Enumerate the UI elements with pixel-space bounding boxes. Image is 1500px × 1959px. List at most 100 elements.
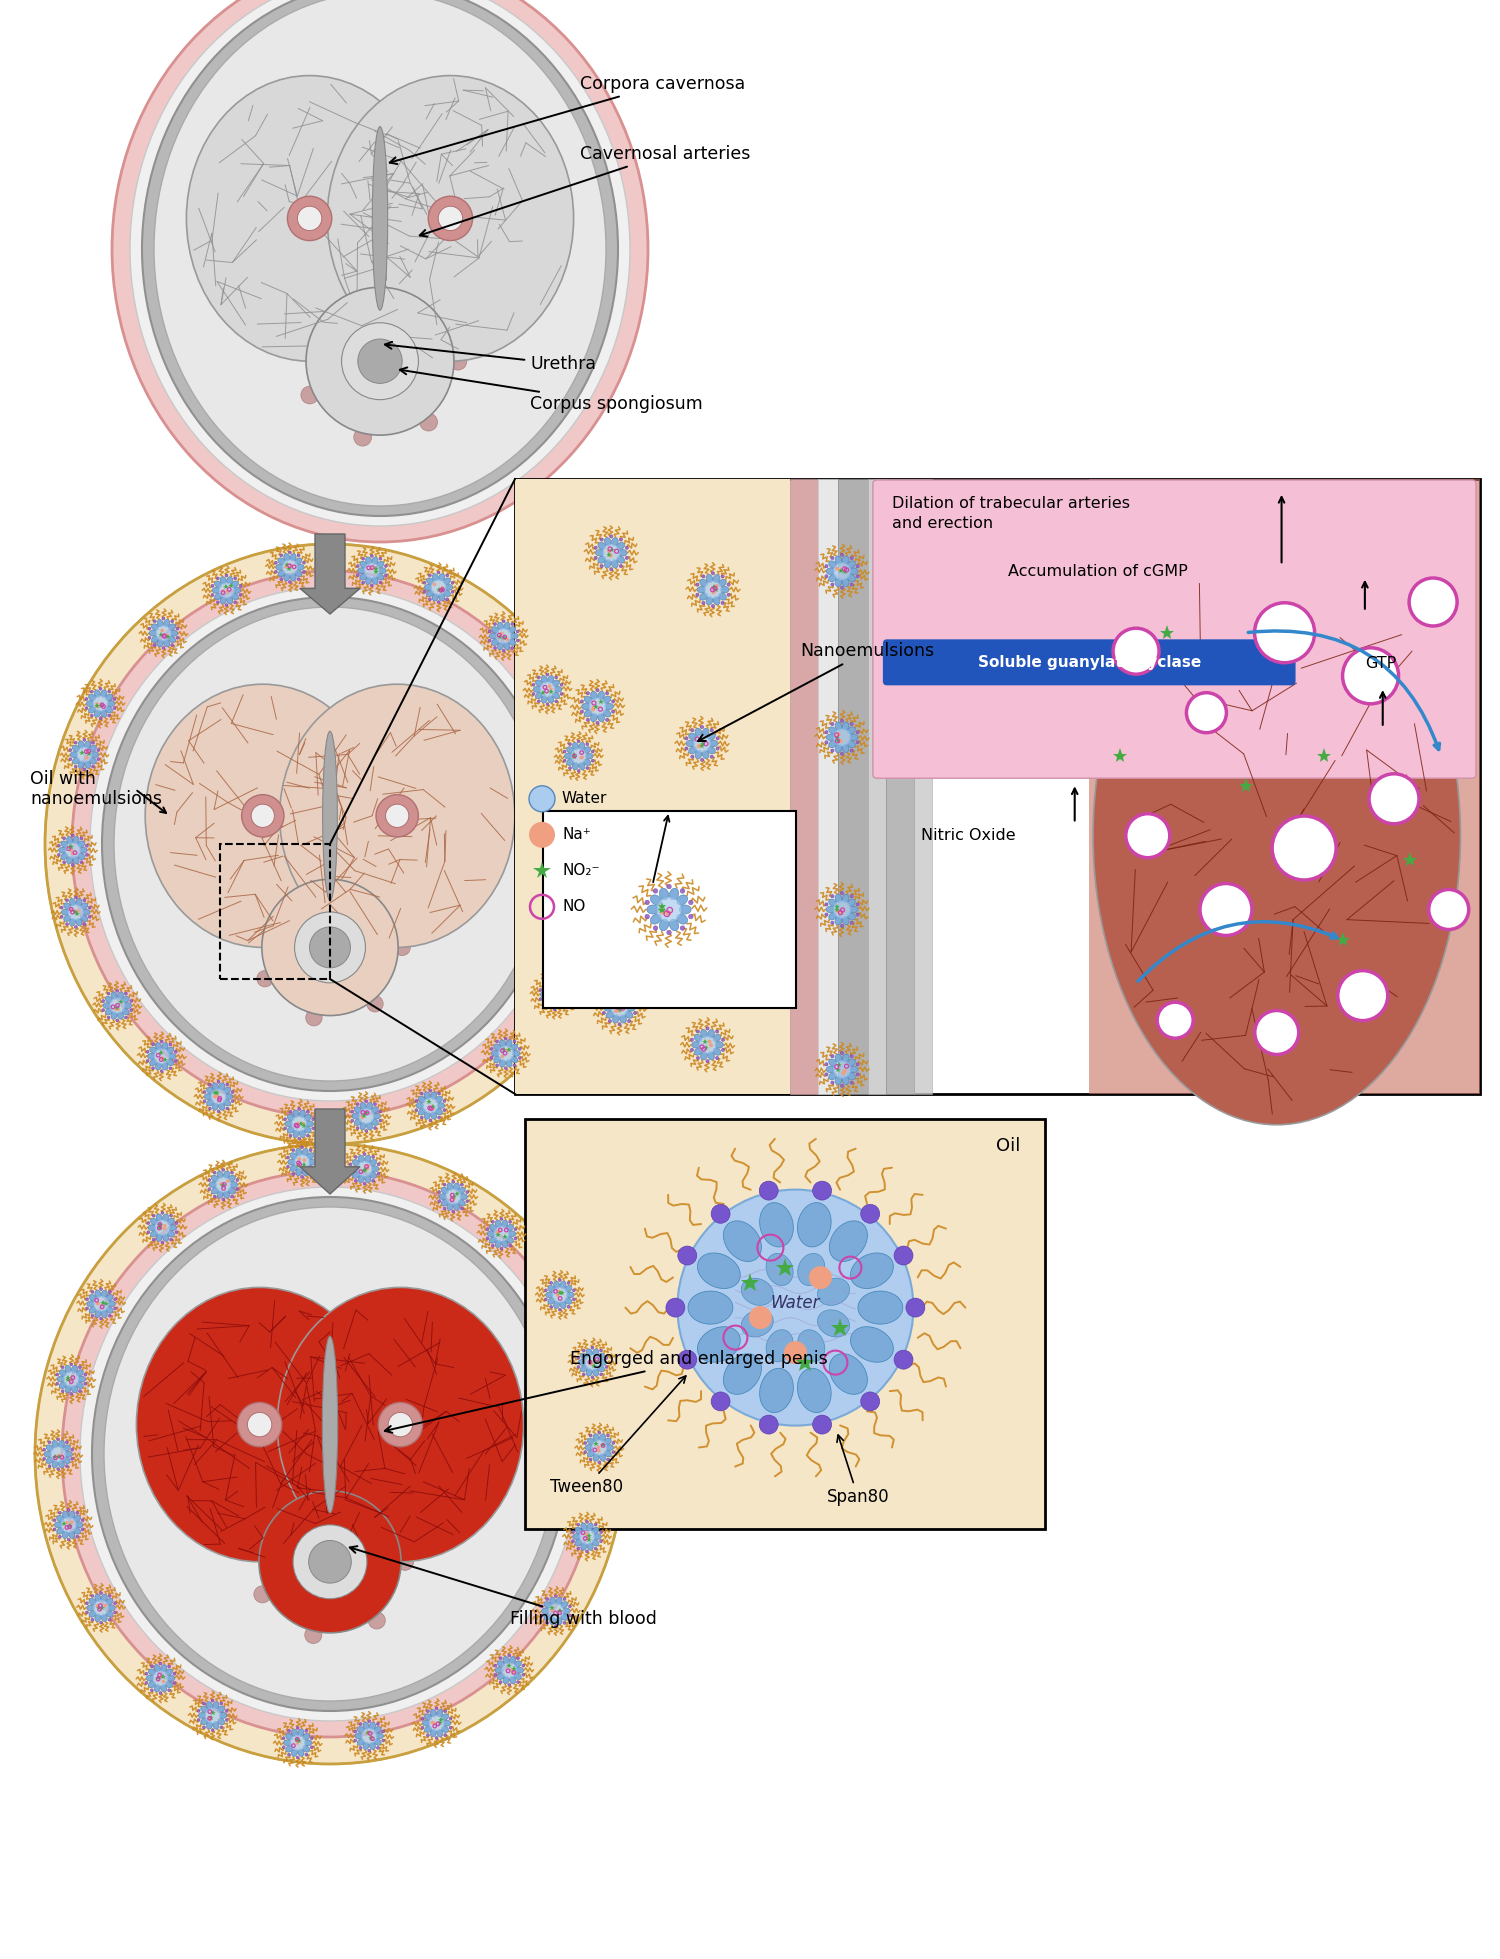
Circle shape bbox=[600, 915, 603, 919]
Text: GTP: GTP bbox=[1365, 656, 1396, 672]
Ellipse shape bbox=[75, 1522, 82, 1528]
Ellipse shape bbox=[72, 758, 80, 764]
Circle shape bbox=[586, 1536, 590, 1540]
Circle shape bbox=[172, 1673, 176, 1675]
Circle shape bbox=[102, 999, 105, 1003]
Circle shape bbox=[580, 854, 584, 856]
Circle shape bbox=[831, 723, 834, 725]
Circle shape bbox=[722, 909, 724, 913]
Ellipse shape bbox=[363, 562, 380, 578]
Circle shape bbox=[837, 733, 840, 737]
Bar bbox=[868, 480, 886, 1093]
Circle shape bbox=[540, 1604, 543, 1608]
Text: Corpus spongiosum: Corpus spongiosum bbox=[400, 368, 702, 413]
Ellipse shape bbox=[213, 1722, 219, 1730]
Ellipse shape bbox=[66, 856, 72, 864]
Ellipse shape bbox=[424, 1091, 430, 1099]
Circle shape bbox=[460, 1207, 464, 1211]
Circle shape bbox=[168, 1665, 171, 1667]
Circle shape bbox=[69, 758, 72, 760]
Circle shape bbox=[728, 594, 730, 596]
Circle shape bbox=[368, 1749, 370, 1751]
Ellipse shape bbox=[148, 631, 158, 637]
Ellipse shape bbox=[554, 1301, 560, 1309]
Circle shape bbox=[98, 748, 100, 752]
Ellipse shape bbox=[419, 1109, 426, 1115]
Ellipse shape bbox=[503, 1657, 509, 1663]
Ellipse shape bbox=[81, 903, 87, 909]
Ellipse shape bbox=[88, 707, 96, 713]
Circle shape bbox=[594, 1524, 597, 1526]
Ellipse shape bbox=[327, 76, 573, 360]
Ellipse shape bbox=[69, 1532, 75, 1538]
Circle shape bbox=[692, 754, 694, 758]
Circle shape bbox=[116, 1007, 120, 1011]
Ellipse shape bbox=[604, 1450, 612, 1457]
Circle shape bbox=[372, 1179, 375, 1183]
Ellipse shape bbox=[226, 576, 232, 584]
Text: Cavernosal arteries: Cavernosal arteries bbox=[420, 145, 750, 237]
Ellipse shape bbox=[540, 682, 555, 697]
Circle shape bbox=[420, 1093, 423, 1095]
Circle shape bbox=[840, 911, 843, 915]
Circle shape bbox=[894, 1246, 914, 1266]
Circle shape bbox=[513, 1040, 516, 1042]
Ellipse shape bbox=[66, 836, 72, 844]
Ellipse shape bbox=[150, 1046, 156, 1054]
Circle shape bbox=[516, 1681, 519, 1683]
Circle shape bbox=[226, 1179, 230, 1183]
Circle shape bbox=[220, 1726, 224, 1728]
Circle shape bbox=[306, 1009, 322, 1027]
Text: Soluble guanylate cyclase: Soluble guanylate cyclase bbox=[978, 654, 1202, 670]
Circle shape bbox=[516, 1657, 519, 1659]
Circle shape bbox=[627, 1019, 630, 1023]
Ellipse shape bbox=[830, 899, 837, 907]
Ellipse shape bbox=[296, 558, 302, 564]
Ellipse shape bbox=[290, 1734, 306, 1751]
Ellipse shape bbox=[441, 1726, 448, 1732]
Circle shape bbox=[501, 1054, 504, 1058]
Circle shape bbox=[532, 692, 536, 695]
Ellipse shape bbox=[554, 686, 561, 692]
Circle shape bbox=[594, 1548, 597, 1550]
Circle shape bbox=[292, 1524, 368, 1599]
Ellipse shape bbox=[830, 1220, 867, 1262]
Circle shape bbox=[309, 1148, 312, 1152]
Ellipse shape bbox=[847, 913, 855, 921]
Circle shape bbox=[668, 931, 672, 934]
Ellipse shape bbox=[579, 762, 585, 770]
Ellipse shape bbox=[618, 858, 627, 864]
Circle shape bbox=[850, 748, 853, 752]
Ellipse shape bbox=[156, 1042, 162, 1050]
Circle shape bbox=[594, 547, 597, 549]
Circle shape bbox=[416, 1099, 419, 1103]
Ellipse shape bbox=[847, 899, 855, 907]
Circle shape bbox=[594, 864, 597, 868]
Circle shape bbox=[96, 1604, 99, 1608]
Circle shape bbox=[99, 1622, 102, 1624]
Circle shape bbox=[88, 907, 92, 909]
Circle shape bbox=[86, 697, 88, 701]
Ellipse shape bbox=[224, 1087, 231, 1093]
Ellipse shape bbox=[708, 1052, 714, 1060]
Ellipse shape bbox=[510, 1044, 518, 1050]
Circle shape bbox=[614, 1009, 618, 1013]
Ellipse shape bbox=[57, 1377, 64, 1381]
Circle shape bbox=[146, 1673, 148, 1675]
Circle shape bbox=[710, 754, 714, 758]
Ellipse shape bbox=[604, 844, 610, 854]
Circle shape bbox=[171, 645, 174, 646]
Text: Water: Water bbox=[771, 1293, 820, 1313]
Circle shape bbox=[568, 742, 572, 746]
Circle shape bbox=[606, 719, 609, 721]
Circle shape bbox=[170, 1215, 172, 1217]
Ellipse shape bbox=[292, 1111, 298, 1117]
Ellipse shape bbox=[708, 1030, 714, 1038]
Ellipse shape bbox=[117, 1011, 123, 1019]
Ellipse shape bbox=[87, 1604, 94, 1610]
Circle shape bbox=[354, 429, 372, 447]
Circle shape bbox=[813, 1414, 831, 1434]
Circle shape bbox=[354, 1740, 357, 1742]
Ellipse shape bbox=[598, 543, 606, 550]
Circle shape bbox=[366, 1732, 369, 1734]
